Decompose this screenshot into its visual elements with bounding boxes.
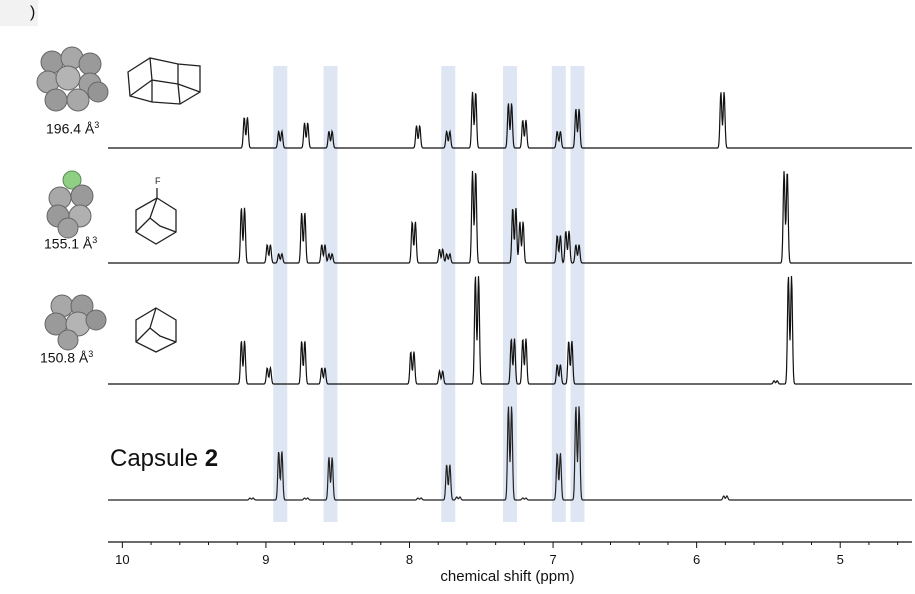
structure-adamantane (135, 307, 177, 353)
x-tick-label: 7 (549, 552, 556, 567)
space-filling-model-1 (36, 46, 109, 112)
highlight-band-0 (273, 66, 288, 522)
volume-label-2: 155.1 Å3 (44, 235, 98, 252)
structure-diamantane (127, 57, 201, 105)
space-filling-model-2 (46, 170, 94, 239)
highlight-bands (273, 66, 585, 522)
highlight-band-5 (570, 66, 585, 522)
x-tick-label: 8 (406, 552, 413, 567)
x-axis: 10 9 8 7 6 5 (108, 541, 912, 567)
x-axis-label: chemical shift (ppm) (440, 568, 575, 585)
x-tick-label: 5 (837, 552, 844, 567)
structure-fluoroadamantane (135, 188, 177, 245)
spectrum-trace-2 (108, 170, 912, 264)
spectra (108, 91, 912, 501)
highlight-band-1 (323, 66, 338, 522)
volume-label-1: 196.4 Å3 (46, 120, 100, 137)
spectrum-trace-1 (108, 91, 912, 149)
panel-label: ) (0, 0, 38, 26)
molecule-drawings: F (36, 46, 201, 353)
fluorine-label: F (155, 176, 161, 186)
x-tick-label: 10 (115, 552, 129, 567)
spectrum-trace-4 (108, 406, 912, 501)
spectrum-trace-3 (108, 275, 912, 385)
highlight-band-3 (503, 66, 517, 522)
highlight-band-4 (551, 66, 566, 522)
x-tick-label: 9 (262, 552, 269, 567)
x-tick-label: 6 (693, 552, 700, 567)
space-filling-model-3 (44, 294, 107, 351)
capsule-label: Capsule 2 (110, 445, 219, 472)
volume-label-3: 150.8 Å3 (40, 349, 94, 366)
highlight-band-2 (441, 66, 456, 522)
